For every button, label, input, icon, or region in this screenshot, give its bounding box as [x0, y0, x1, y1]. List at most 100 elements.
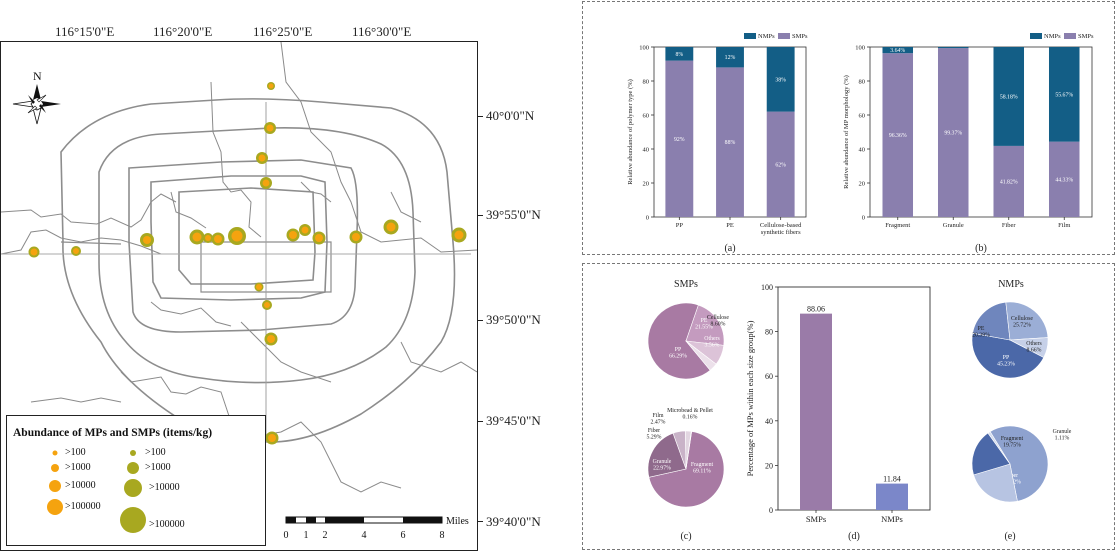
scale-tick-label: 2 — [323, 530, 328, 541]
site-mp-marker — [214, 235, 222, 243]
y-tick-label: 60 — [643, 113, 650, 120]
legend-label: SMPs — [792, 33, 808, 40]
lat-label-1: 40°0'0"N — [486, 108, 535, 123]
legend-smp-label: >100 — [145, 447, 166, 458]
panel-ab-frame — [582, 1, 1115, 255]
x-tick-label: Film — [1058, 222, 1070, 229]
chart-a: 0 20 40 60 80 100 Relative abundance of polyme… — [627, 33, 808, 254]
y-tick-label: 20 — [643, 181, 650, 188]
bar-smps — [716, 67, 744, 218]
pie-slice-value: 1.11% — [1055, 436, 1070, 442]
site-mp-marker — [268, 434, 276, 442]
y-tick-label: 80 — [643, 79, 650, 86]
sampling-sites — [28, 82, 467, 445]
pie-slice-label: Others — [1026, 341, 1042, 347]
lat-tick — [478, 521, 483, 522]
y-axis-label: Relative abundance of MP morphology (%) — [843, 75, 850, 189]
site-mp-marker — [231, 230, 243, 242]
scale-tick-label: 1 — [304, 530, 309, 541]
y-tick-label: 80 — [765, 328, 773, 337]
site-mp-marker — [262, 179, 270, 187]
site-mp-marker — [266, 124, 274, 132]
y-tick-label: 0 — [769, 506, 773, 515]
lon-label-4: 116°30'0"E — [352, 24, 412, 39]
site-mp-marker — [267, 335, 275, 343]
lat-label-5: 39°40'0"N — [486, 514, 541, 529]
pie-slice-label: Fragment — [691, 462, 714, 468]
legend-mp-100 — [52, 450, 58, 456]
pie-slice-value: 66.29% — [669, 354, 687, 360]
bar-data-label: 3.64% — [890, 48, 905, 54]
panel-label: (c) — [680, 531, 691, 542]
pie-slice-label: PP — [1003, 355, 1009, 361]
bar-smps — [1048, 141, 1080, 217]
site-mp-marker — [73, 248, 79, 254]
bar-nmps — [1048, 47, 1080, 142]
legend-swatch — [1030, 33, 1042, 39]
lon-label-3: 116°25'0"E — [253, 24, 313, 39]
y-tick-label: 100 — [761, 283, 773, 292]
lat-label-3: 39°50'0"N — [486, 312, 541, 327]
pie-slice-label: Granule — [1053, 429, 1072, 435]
legend-smp-100 — [130, 450, 136, 456]
pie-title: SMPs — [674, 279, 698, 290]
bar-data-label: 8% — [675, 52, 683, 58]
y-tick-label: 0 — [646, 215, 649, 222]
bar-data-label: 58.18% — [1000, 94, 1018, 100]
bar-data-label: 11.84 — [883, 475, 901, 484]
scale-tick-label: 6 — [401, 530, 406, 541]
pie-slice — [648, 431, 725, 508]
charts-canvas: 0 20 40 60 80 100 Relative abundance of polyme… — [627, 33, 1094, 542]
bar — [876, 483, 908, 510]
site-mp-marker — [192, 232, 202, 242]
lat-tick — [478, 215, 483, 216]
plot-frame — [777, 286, 931, 511]
legend-smp-label: >10000 — [149, 482, 180, 493]
lat-tick — [478, 116, 483, 117]
lat-tick — [478, 320, 483, 321]
legend-mp-label: >10000 — [65, 480, 96, 491]
x-tick-label: PE — [726, 222, 734, 229]
bar-nmps — [882, 47, 914, 54]
scale-bar: 0 1 2 4 6 8 Miles — [284, 516, 469, 541]
y-axis-label: Relative abundance of polymer type (%) — [627, 79, 634, 185]
site-mp-marker — [386, 222, 396, 232]
pie-slice-value: 45.23% — [997, 362, 1015, 368]
pie-title: NMPs — [998, 279, 1024, 290]
legend-mp-10000 — [49, 480, 61, 492]
bar-nmps — [937, 47, 969, 49]
bar-smps — [993, 145, 1025, 217]
y-tick-label: 40 — [643, 147, 650, 154]
pie-slice — [647, 302, 711, 380]
x-tick-label: synthetic fibers — [761, 229, 801, 236]
bar-data-label: 12% — [725, 55, 736, 61]
pie-slice-label: Microbead & Pellet — [667, 408, 713, 414]
pie-slice — [973, 463, 1018, 503]
y-tick-label: 0 — [862, 215, 865, 222]
site-mp-marker — [143, 236, 151, 244]
chart-b: 0 20 40 60 80 100 Relative abundance of MP mor… — [843, 33, 1094, 254]
pie-slice-label: Fiber — [648, 428, 660, 434]
pie-slice-value: 19.75% — [1003, 443, 1021, 449]
bar-smps — [882, 53, 914, 217]
legend-mp-1000 — [51, 464, 59, 472]
x-tick-label: Cellulose-based — [760, 222, 802, 229]
plot-frame — [869, 46, 1093, 218]
lon-label-1: 116°15'0"E — [55, 24, 115, 39]
pie-slice-value: 25.72% — [1013, 323, 1031, 329]
panel-label: (b) — [975, 243, 987, 254]
site-mp-marker — [30, 248, 38, 256]
scale-tick-labels: 0 1 2 4 6 8 — [284, 530, 445, 541]
bar-data-label: 55.67% — [1055, 92, 1073, 98]
scale-unit: Miles — [446, 516, 469, 527]
site-mp-marker — [264, 302, 270, 308]
pie-slice — [971, 332, 1045, 379]
y-tick-label: 60 — [859, 113, 866, 120]
north-arrow: N — [12, 69, 61, 125]
ring-roads — [1, 98, 471, 443]
y-tick-label: 20 — [859, 181, 866, 188]
bar-smps — [665, 60, 694, 217]
pie-slice — [685, 304, 725, 346]
pie-slice-value: 2.47% — [651, 420, 666, 426]
